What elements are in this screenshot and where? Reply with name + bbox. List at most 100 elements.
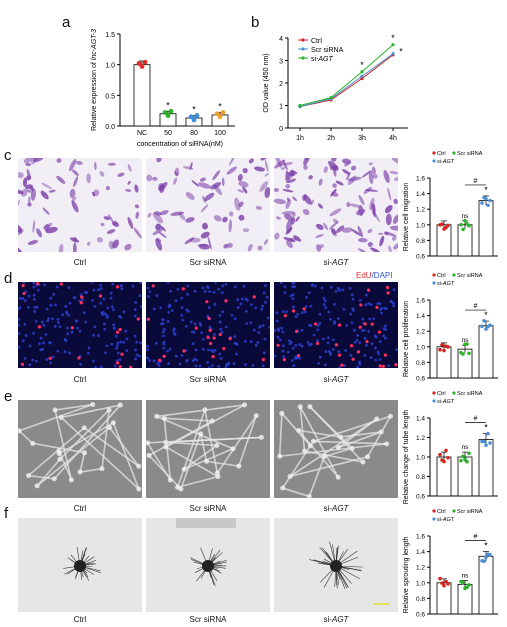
ytick-label-b: 0 [279, 126, 283, 133]
caption-c-si: si-AGT [323, 258, 349, 267]
data-point-e [442, 459, 446, 464]
xtick-label-a: 80 [190, 130, 198, 137]
data-point-c [446, 223, 450, 228]
ytick-label-b: 1 [279, 104, 283, 111]
micrograph-c-ctrl [18, 158, 142, 252]
caption-d-ctrl: Ctrl [73, 375, 87, 384]
bar-c [457, 224, 473, 257]
legend-dot-c [432, 151, 436, 155]
data-point-e [438, 452, 442, 457]
series-line-b [299, 44, 394, 106]
data-point-f [467, 583, 471, 587]
significance-c: * [484, 185, 488, 195]
series-line-b [299, 53, 394, 108]
bar-d [478, 325, 494, 379]
data-point-e [465, 459, 469, 464]
data-point-f [484, 555, 488, 560]
micrograph-f-si [274, 518, 398, 612]
legend-label-f: Scr siRNA [457, 509, 483, 515]
data-point-f [465, 585, 469, 590]
significance-d: ns [462, 337, 470, 344]
data-point-d [446, 345, 450, 349]
micrograph-d-scr [146, 282, 270, 368]
ylabel-c: Relative cell migration [403, 183, 410, 252]
data-point-a [194, 113, 200, 118]
ylabel-b: OD value (450 nm) [263, 53, 270, 112]
data-point-e [488, 441, 492, 445]
legend-label-c: Ctrl [437, 151, 446, 157]
panel-label-c: c [4, 147, 12, 164]
chart-b: 0 1 2 3 4 1h 2h 3h 4h OD value (450 nm) * * * Ctrl Scr… [263, 33, 408, 142]
legend-label-f: si-AGT [437, 517, 455, 523]
legend-dot-e [432, 391, 436, 395]
data-point-f [440, 581, 444, 585]
micrograph-f-ctrl [18, 518, 142, 612]
significance-e: ns [462, 444, 470, 451]
xtick-label-b: 2h [327, 135, 335, 142]
significance-a: * [192, 105, 196, 115]
data-point-a [168, 108, 174, 114]
ylabel-d: Relative cell proliferation [403, 301, 410, 377]
ytick-label-d: 1.6 [416, 298, 425, 305]
data-point-f [482, 559, 486, 564]
data-point-a [214, 111, 220, 117]
xtick-label-b: 4h [389, 135, 397, 142]
significance-d: * [484, 310, 488, 320]
data-point-b [298, 103, 302, 108]
data-point-b [329, 96, 333, 100]
caption-f-si: si-AGT [323, 615, 349, 624]
ylabel-e: Relative change of tube length [403, 410, 410, 505]
legend-label-d: si-AGT [437, 281, 455, 287]
significance-e: * [484, 423, 488, 433]
hash-c: # [474, 178, 478, 185]
data-point-a [165, 113, 171, 118]
caption-e-si: si-AGT [323, 504, 349, 513]
micrograph-d-ctrl [18, 282, 142, 368]
data-point-c [440, 222, 444, 226]
ytick-label-d: 1.0 [416, 344, 425, 351]
ytick-label-c: 0.8 [416, 238, 425, 245]
data-point-e [446, 455, 450, 460]
data-point-e [444, 448, 448, 453]
significance-f: * [484, 541, 488, 551]
data-point-a [220, 110, 226, 115]
caption-f-scr: Scr siRNA [189, 615, 227, 624]
micrograph-e-ctrl [18, 400, 142, 498]
data-point-a [139, 64, 145, 69]
bar-e [457, 456, 473, 497]
panel-label-b: b [251, 14, 260, 31]
legend-dot-b [301, 56, 305, 60]
ytick-label-e: 1.0 [416, 455, 425, 462]
ytick-label-a: 1.5 [105, 32, 115, 39]
legend-dot-c [452, 151, 456, 155]
ytick-label-a: 0.0 [105, 124, 115, 131]
data-point-d [440, 343, 444, 347]
caption-d-si: si-AGT [323, 375, 349, 384]
ytick-label-a: 1.0 [105, 63, 115, 70]
data-point-a [142, 59, 148, 65]
data-point-e [482, 439, 486, 444]
data-point-d [461, 352, 465, 356]
chart-c: 0.6 0.8 1.0 1.2 1.4 1.6 Relative cell migratio… [403, 151, 498, 261]
micrograph-f-scr [146, 518, 270, 612]
data-point-d [438, 347, 442, 352]
data-point-c [463, 218, 467, 223]
ytick-label-f: 1.4 [416, 549, 425, 556]
significance-b: * [360, 60, 364, 70]
ytick-label-e: 1.2 [416, 435, 425, 442]
bar-a [133, 64, 151, 127]
ytick-label-e: 0.6 [416, 494, 425, 501]
significance-f: ns [462, 572, 470, 579]
ytick-label-f: 0.8 [416, 596, 425, 603]
data-point-d [482, 318, 486, 323]
data-point-e [486, 431, 490, 436]
legend-label-b: si-AGT [311, 56, 334, 63]
panel-label-a: a [62, 14, 71, 31]
chart-e: 0.6 0.8 1.0 1.2 1.4 Relative change of tube l… [403, 391, 498, 505]
data-point-c [459, 222, 463, 227]
chart-a: 0.0 0.5 1.0 1.5 Relative expression of lnc-A… [91, 29, 235, 148]
bar-f [478, 555, 494, 615]
significance-b: * [399, 47, 403, 57]
xtick-label-a: 50 [164, 130, 172, 137]
data-point-c [488, 198, 492, 203]
